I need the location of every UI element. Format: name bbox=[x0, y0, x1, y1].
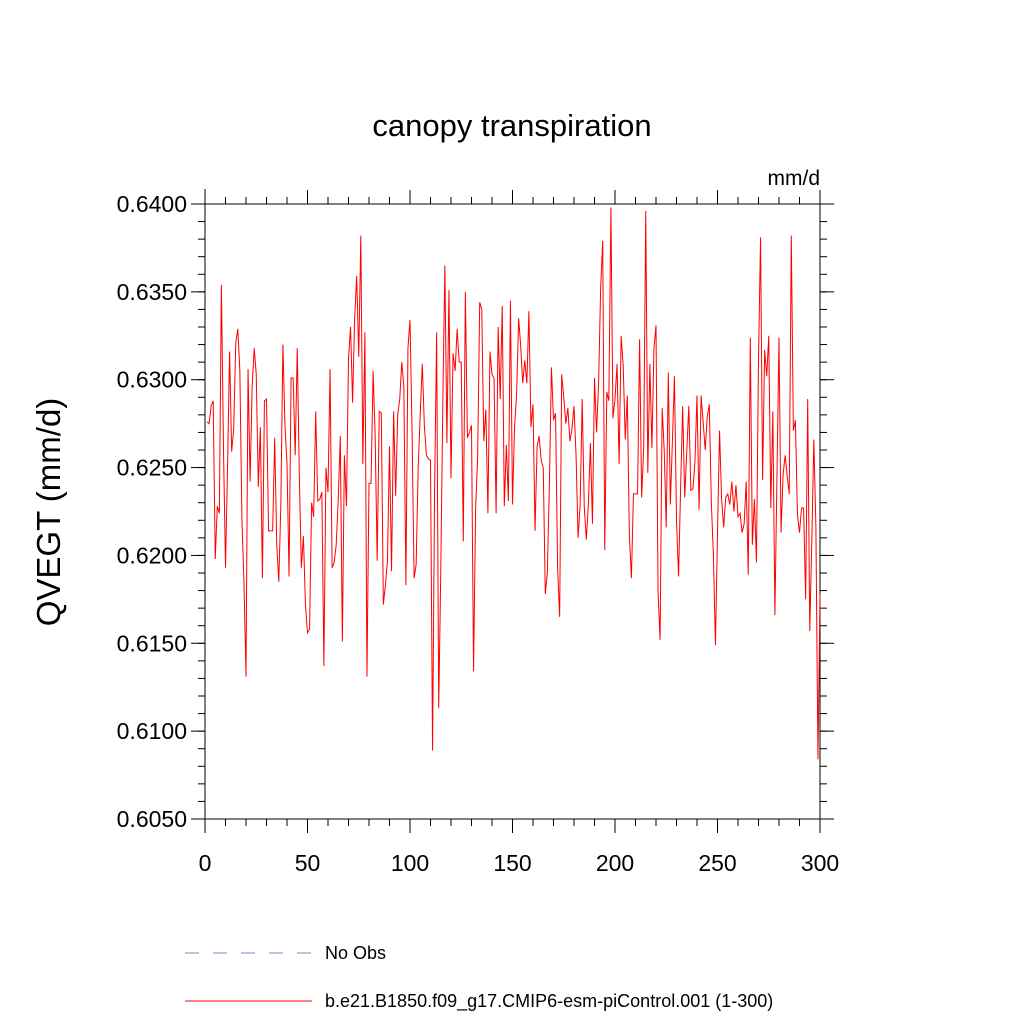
x-tick-label: 50 bbox=[295, 850, 321, 876]
y-tick-label: 0.6300 bbox=[117, 367, 187, 393]
y-tick-labels: 0.6050 0.6100 0.6150 0.6200 0.6250 0.6300 0.63… bbox=[117, 191, 187, 832]
units-label: mm/d bbox=[768, 167, 821, 190]
legend: No Obs b.e21.B1850.f09_g17.CMIP6-esm-piC… bbox=[185, 943, 773, 1012]
y-tick-label: 0.6350 bbox=[117, 279, 187, 305]
x-tick-label: 150 bbox=[493, 850, 531, 876]
x-tick-label: 200 bbox=[596, 850, 634, 876]
axis-ticks bbox=[191, 190, 834, 833]
x-tick-label: 250 bbox=[698, 850, 736, 876]
y-tick-label: 0.6150 bbox=[117, 630, 187, 656]
x-tick-label: 0 bbox=[199, 850, 212, 876]
x-tick-labels: 0 50 100 150 200 250 300 bbox=[199, 850, 840, 876]
y-tick-label: 0.6200 bbox=[117, 542, 187, 568]
x-tick-label: 300 bbox=[801, 850, 839, 876]
legend-label-model: b.e21.B1850.f09_g17.CMIP6-esm-piControl.… bbox=[325, 991, 773, 1012]
x-tick-label: 100 bbox=[391, 850, 429, 876]
plot-frame bbox=[204, 203, 821, 820]
y-axis-label: QVEGT (mm/d) bbox=[30, 398, 67, 627]
y-tick-label: 0.6100 bbox=[117, 718, 187, 744]
series-line-qvegt bbox=[206, 207, 821, 760]
legend-label-no-obs: No Obs bbox=[325, 943, 386, 963]
chart-title: canopy transpiration bbox=[372, 108, 651, 143]
y-tick-label: 0.6250 bbox=[117, 455, 187, 481]
y-tick-label: 0.6400 bbox=[117, 191, 187, 217]
y-tick-label: 0.6050 bbox=[117, 806, 187, 832]
